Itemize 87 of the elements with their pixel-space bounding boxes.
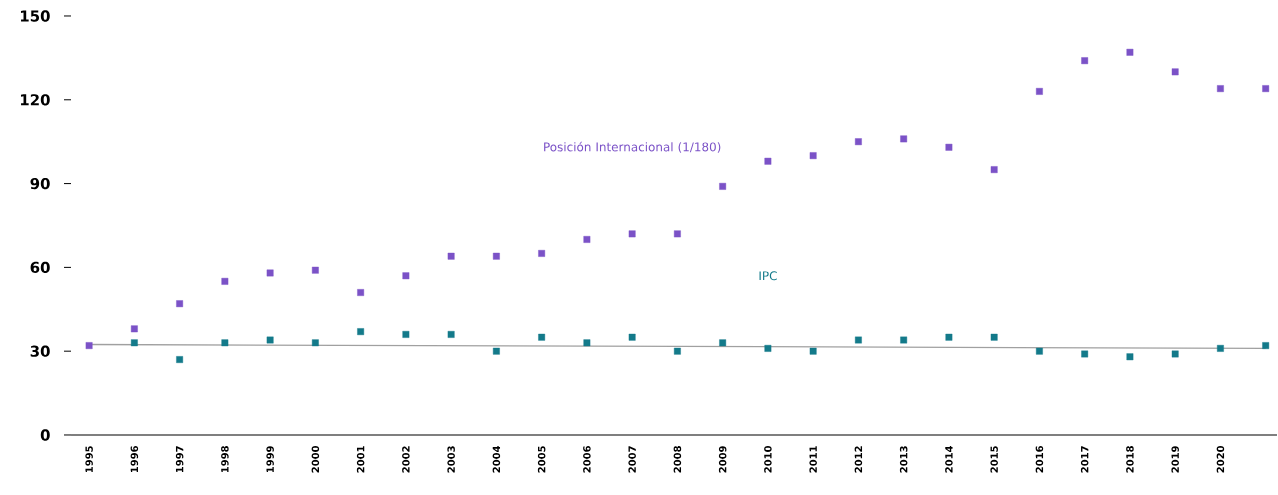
x-tick-label: 2015 [990,446,998,473]
point [1262,342,1270,349]
point [809,152,817,160]
point [1081,350,1089,358]
point [402,272,410,280]
point [990,333,998,341]
y-tick-label: 0 [40,429,50,441]
x-tick-label: 1998 [221,446,229,473]
point [357,289,365,296]
y-tick-label: 150 [20,10,50,22]
x-tick-label: 2020 [1216,445,1225,473]
y-tick-label: 90 [30,177,50,190]
point [130,325,138,333]
point [85,342,93,349]
point [176,356,184,363]
point [628,333,636,341]
point [809,347,817,355]
x-tick-label: 2012 [854,446,863,473]
x-tick-label: 2014 [945,445,953,473]
point [447,331,455,338]
x-tick-label: 2003 [447,446,455,473]
point [176,300,184,308]
x-tick-label: 2007 [628,446,636,473]
point [1126,353,1134,361]
point [1171,68,1179,76]
point [900,135,908,143]
x-tick-label: 2016 [1035,446,1044,473]
x-tick-label: 2004 [492,445,501,473]
point [402,331,410,338]
point [764,344,772,352]
point [266,269,274,277]
x-tick-label: 2009 [718,446,727,473]
point [1126,48,1134,56]
point [538,250,546,257]
x-tick-label: 1995 [85,446,93,473]
point [357,328,365,336]
x-tick-label: 2002 [402,446,410,473]
text: Posición Internacional (1/180) [544,141,721,153]
x-tick-label: 2008 [673,446,682,473]
x-tick-label: 2018 [1126,446,1134,473]
point [266,336,274,344]
point [311,339,319,347]
x-tick-label: 2017 [1080,446,1089,473]
point [221,339,229,347]
point [221,277,229,285]
x-tick-label: 2000 [311,445,320,473]
x-tick-label: 2010 [764,445,772,473]
x-tick-label: 2005 [537,446,546,473]
x-tick-label: 2011 [809,446,817,473]
point [855,138,862,146]
point [1262,85,1270,93]
x-tick-label: 1999 [266,446,274,473]
point [492,252,500,260]
x-tick-label: 1996 [130,446,139,473]
point [674,347,681,355]
point [583,236,591,243]
point [1036,347,1043,355]
point [990,166,998,174]
point [945,143,953,151]
point [855,336,862,344]
point [628,230,636,238]
x-tick-label: 2006 [583,446,591,473]
y-tick-label: 60 [30,261,50,274]
point [1217,344,1224,352]
point [900,336,908,344]
point [492,347,500,355]
point [311,266,319,274]
y-tick-label: 30 [30,345,50,357]
point [1217,85,1224,93]
y-tick-label: 120 [20,94,50,106]
point [1036,88,1043,95]
point [130,339,138,347]
point [538,333,546,341]
point [447,252,455,260]
point [1081,57,1089,65]
point [719,182,727,190]
point [674,230,681,238]
x-tick-label: 1997 [175,446,184,473]
x-tick-label: 2019 [1171,446,1179,473]
point [945,333,953,341]
text: IPC [759,271,777,281]
x-tick-label: 2013 [899,446,908,473]
x-tick-label: 2001 [356,446,365,473]
point [719,339,727,347]
point [764,157,772,165]
point [1171,350,1179,358]
point [583,339,591,347]
